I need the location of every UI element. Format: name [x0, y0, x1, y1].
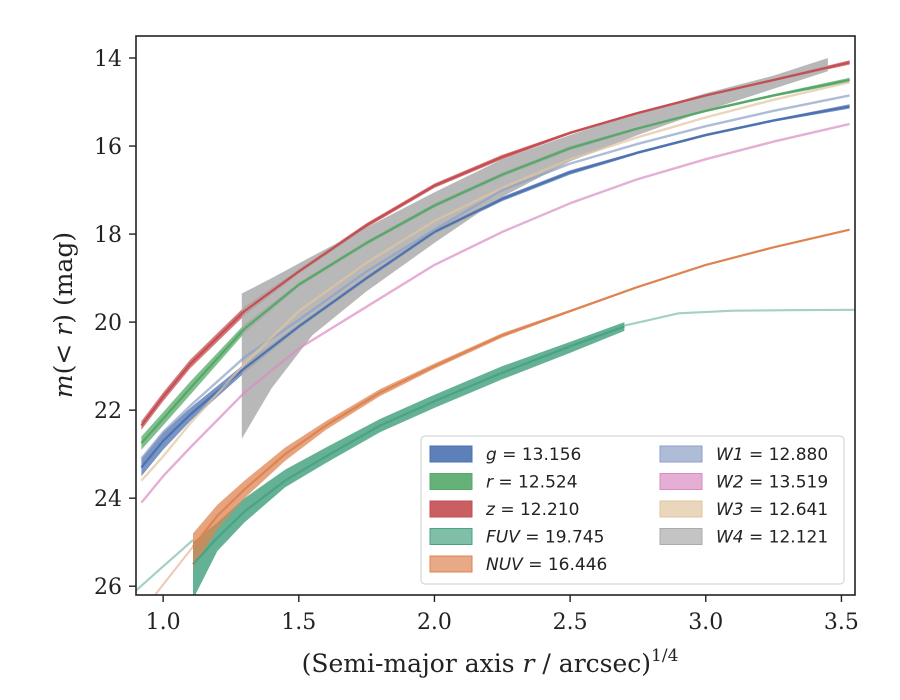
legend-label-w4: W4 = 12.121	[716, 528, 828, 548]
line-nuv	[192, 228, 850, 548]
band-w4	[241, 58, 828, 439]
y-axis-label: m(< r) (mag)	[49, 232, 78, 398]
line-fuv-faint-a	[136, 539, 194, 592]
legend-label-fuv: FUV = 19.745	[486, 528, 604, 548]
y-tick-label: 16	[94, 135, 122, 160]
legend-swatch-w2	[659, 473, 703, 490]
plot-frame	[135, 35, 856, 596]
legend-swatch-w4	[659, 528, 703, 545]
legend-swatch-z	[429, 500, 473, 518]
y-tick-label: 24	[94, 487, 122, 512]
y-tick-label: 14	[94, 47, 122, 72]
line-w1	[140, 94, 850, 460]
legend-label-w3: W3 = 12.641	[716, 500, 828, 520]
legend-swatch-w3	[659, 500, 703, 518]
x-tick-label: 1.5	[281, 610, 316, 635]
legend-label-r: r = 12.524	[486, 473, 578, 493]
x-tick-label: 2.0	[417, 610, 452, 635]
x-tick-label: 3.0	[688, 610, 723, 635]
legend-swatch-fuv	[429, 528, 473, 545]
legend-swatch-w1	[659, 445, 703, 463]
legend-swatch-g	[429, 445, 473, 463]
x-axis-ticks: 1.0 1.5 2.0 2.5 3.0 3.5	[146, 595, 859, 635]
line-w3	[140, 81, 850, 482]
y-tick-label: 26	[94, 575, 122, 600]
legend-label-z: z = 12.210	[485, 500, 579, 520]
legend-label-w1: W1 = 12.880	[716, 445, 828, 465]
legend-label-g: g = 13.156	[486, 445, 581, 465]
x-axis-label: (Semi-major axis r / arcsec)1/4	[302, 646, 679, 678]
legend-label-nuv: NUV = 16.446	[486, 555, 607, 575]
line-nuv-tail	[154, 545, 194, 595]
legend-swatch-r	[429, 473, 473, 490]
line-fuv-faint-b	[624, 308, 855, 327]
line-g	[140, 105, 850, 469]
y-tick-label: 20	[94, 311, 122, 336]
series-lines	[136, 61, 855, 595]
line-fuv	[192, 325, 625, 565]
line-r	[140, 78, 850, 444]
x-tick-label: 1.0	[146, 610, 181, 635]
line-z	[140, 61, 850, 427]
legend-label-w2: W2 = 13.519	[716, 473, 828, 493]
y-tick-label: 18	[94, 223, 122, 248]
y-tick-label: 22	[94, 399, 122, 424]
y-axis-ticks: 14 16 18 20 22 24 26	[94, 47, 136, 600]
line-w2	[140, 122, 850, 504]
legend-swatch-nuv	[429, 555, 473, 573]
legend-box	[420, 435, 845, 585]
legend: g = 13.156 r = 12.524 z = 12.210 FUV = 19.7…	[420, 435, 845, 585]
x-tick-label: 2.5	[553, 610, 588, 635]
x-tick-label: 3.5	[824, 610, 859, 635]
